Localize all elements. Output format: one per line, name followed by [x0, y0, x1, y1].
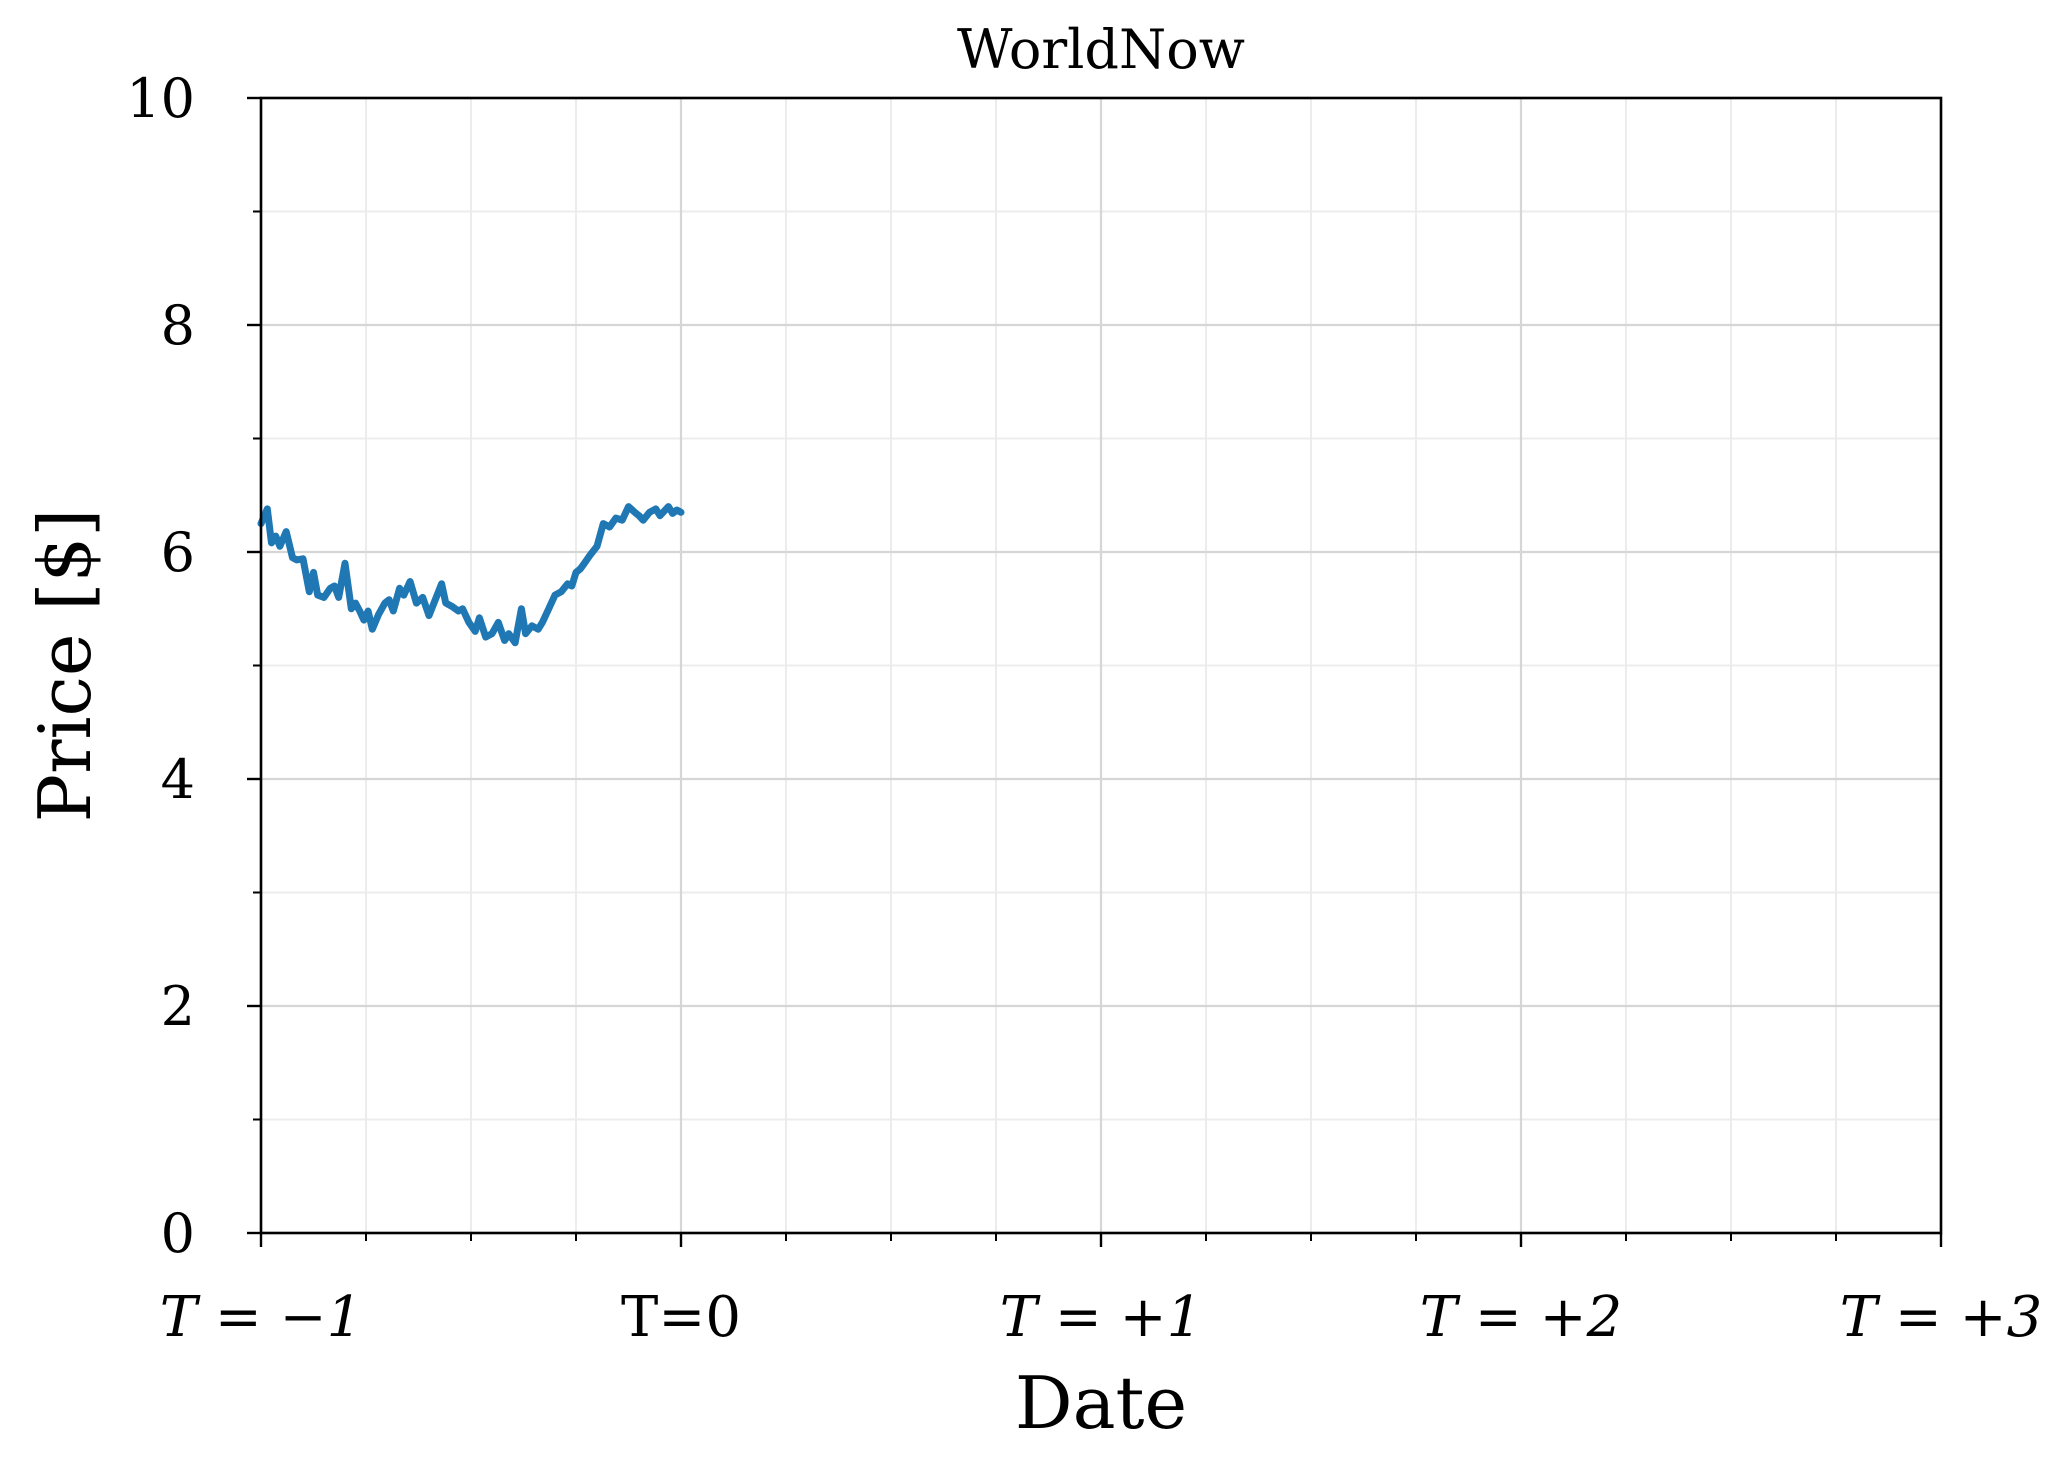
- tick-labels: T = −1 T=0 T = +1 T = +2 T = +3 0 2 4 6 8 10: [126, 67, 2042, 1350]
- series-layer: [257, 503, 685, 647]
- y-tick-label: 2: [161, 975, 195, 1038]
- y-tick-label: 0: [161, 1202, 195, 1265]
- x-tick-label: T = +2: [1420, 1285, 1622, 1350]
- x-tick-label: T = −1: [160, 1285, 362, 1350]
- y-tick-label: 8: [161, 294, 195, 357]
- y-tick-label: 4: [161, 748, 195, 811]
- y-tick-label: 6: [161, 521, 195, 584]
- y-tick-label: 10: [126, 67, 195, 130]
- y-axis-label: Price [$]: [23, 509, 107, 823]
- price-series-line: [257, 503, 685, 647]
- axis-ticks: [247, 96, 1943, 1247]
- x-axis-label: Date: [1015, 1361, 1187, 1445]
- chart-title: WorldNow: [957, 18, 1245, 81]
- x-tick-label: T = +3: [1840, 1285, 2042, 1350]
- x-tick-label: T = +1: [1000, 1285, 1202, 1350]
- x-tick-label: T=0: [621, 1285, 741, 1350]
